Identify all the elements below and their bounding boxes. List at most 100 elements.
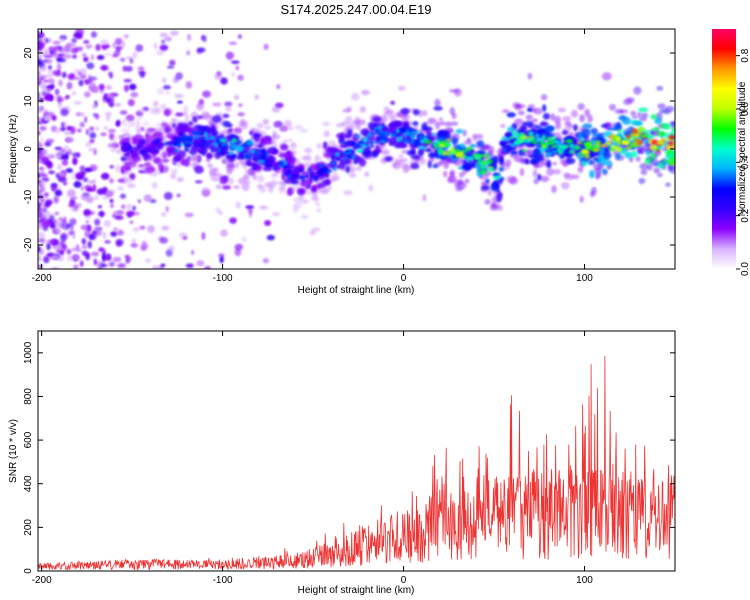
spectrogram-cell [89, 126, 95, 132]
spectrogram-cell [76, 173, 85, 180]
spectrogram-cell [235, 146, 243, 152]
spectrogram-cell [557, 107, 567, 113]
spectrogram-cell [149, 107, 159, 115]
spectrogram-cell [540, 175, 550, 183]
spectrogram-cell [438, 117, 444, 122]
spectrogram-cell [54, 88, 60, 96]
spectrogram-cell [73, 203, 82, 208]
spectrogram-cell [431, 133, 436, 136]
spectrogram-cell [209, 136, 214, 140]
spectrogram-cell [496, 194, 502, 203]
spectrogram-cell [125, 256, 130, 265]
spectrogram-cell [168, 245, 175, 252]
spectrogram-cell [88, 76, 98, 81]
spectrogram-cell [153, 100, 159, 107]
spectrogram-cell [399, 161, 408, 169]
spectrogram-cell [292, 204, 299, 213]
spectrogram-cell [264, 182, 272, 188]
spectrogram-cell [550, 113, 556, 121]
spectrogram-cell [656, 131, 667, 136]
spectrogram-cell [498, 166, 504, 172]
spectrogram-cell [582, 123, 593, 130]
spectrogram-cell [57, 96, 62, 104]
spectrogram-cell [584, 153, 590, 159]
spectrogram-cell [283, 120, 293, 128]
spectrogram-cell [299, 128, 309, 133]
spectrogram-cell [183, 105, 189, 113]
spectrogram-cell [577, 103, 585, 111]
spectrogram-cell [103, 220, 112, 227]
spectrogram-cell [135, 119, 141, 127]
spectrogram-cell [541, 144, 546, 148]
spectrogram-cell [130, 159, 137, 168]
spectrogram-cell [172, 123, 176, 128]
spectrogram-cell [280, 143, 289, 151]
spectrogram-cell [207, 163, 213, 168]
spectrogram-cell [327, 140, 336, 146]
spectrogram-cell [410, 134, 417, 139]
spectrogram-cell [38, 232, 44, 236]
spectrogram-cell [228, 127, 233, 133]
spectrogram-cell [137, 108, 147, 114]
spectrogram-cell [172, 137, 179, 141]
spectrogram-cell [182, 111, 188, 117]
spectrogram-cell [238, 103, 243, 107]
spectrogram-cell [445, 157, 453, 162]
spectrogram-cell [48, 214, 55, 223]
spectrogram-cell [348, 165, 356, 174]
spectrogram-cell [90, 54, 95, 61]
spectrogram-cell [492, 176, 501, 180]
spectrogram-cell [663, 123, 671, 130]
spectrogram-cell [174, 139, 181, 145]
spectrogram-cell [642, 129, 652, 134]
spectrogram-cell [38, 141, 43, 150]
spectrogram-cell [614, 108, 624, 114]
spectrogram-cell [202, 90, 211, 98]
spectrogram-cell [659, 108, 666, 114]
spectrogram-cell [270, 179, 277, 187]
spectrogram-cell [74, 68, 80, 76]
spectrogram-cell [194, 134, 200, 140]
spectrogram-cell [427, 160, 432, 169]
spectrogram-cell [432, 164, 439, 169]
spectrogram-cell [38, 159, 43, 164]
spectrogram-cell [509, 143, 517, 148]
spectrogram-cell [231, 71, 236, 78]
spectrogram-y-ticks: -20 -10 0 10 20 [23, 47, 675, 252]
spectrogram-cell [43, 255, 50, 264]
spectrogram-cell [244, 153, 251, 160]
spectrogram-cell [451, 157, 456, 162]
spectrogram-cell [80, 185, 84, 191]
spectrogram-cell [105, 192, 113, 198]
spectrogram-cell [68, 230, 75, 236]
spectrogram-y-tick-label: -10 [23, 189, 34, 204]
spectrogram-cell [315, 202, 321, 207]
spectrogram-cell [546, 137, 551, 140]
spectrogram-cell [670, 121, 675, 130]
spectrogram-cell [98, 210, 105, 218]
spectrogram-cell [117, 263, 126, 269]
spectrogram-cell [210, 126, 216, 133]
spectrogram-cell [282, 161, 288, 166]
spectrogram-cell [44, 95, 53, 101]
spectrogram-cell [650, 152, 656, 160]
spectrogram-cell [187, 33, 192, 42]
spectrogram-cell [507, 126, 515, 132]
spectrogram-cell [241, 183, 250, 192]
spectrogram-cell [274, 181, 285, 185]
spectrogram-cell [114, 46, 123, 50]
spectrogram-cell [481, 160, 486, 166]
spectrogram-cell [323, 130, 330, 138]
spectrogram-cell [175, 112, 184, 117]
spectrogram-cell [300, 199, 310, 204]
spectrogram-cell [484, 198, 491, 205]
spectrogram-cell [615, 146, 623, 152]
spectrogram-cell [389, 123, 396, 132]
spectrogram-cell [106, 93, 115, 99]
spectrogram-cell [73, 76, 81, 80]
spectrogram-cell [270, 173, 279, 178]
spectrogram-cell [61, 71, 67, 79]
spectrogram-cell [272, 167, 277, 170]
spectrogram-cell [602, 151, 612, 160]
spectrogram-cell [384, 156, 393, 162]
